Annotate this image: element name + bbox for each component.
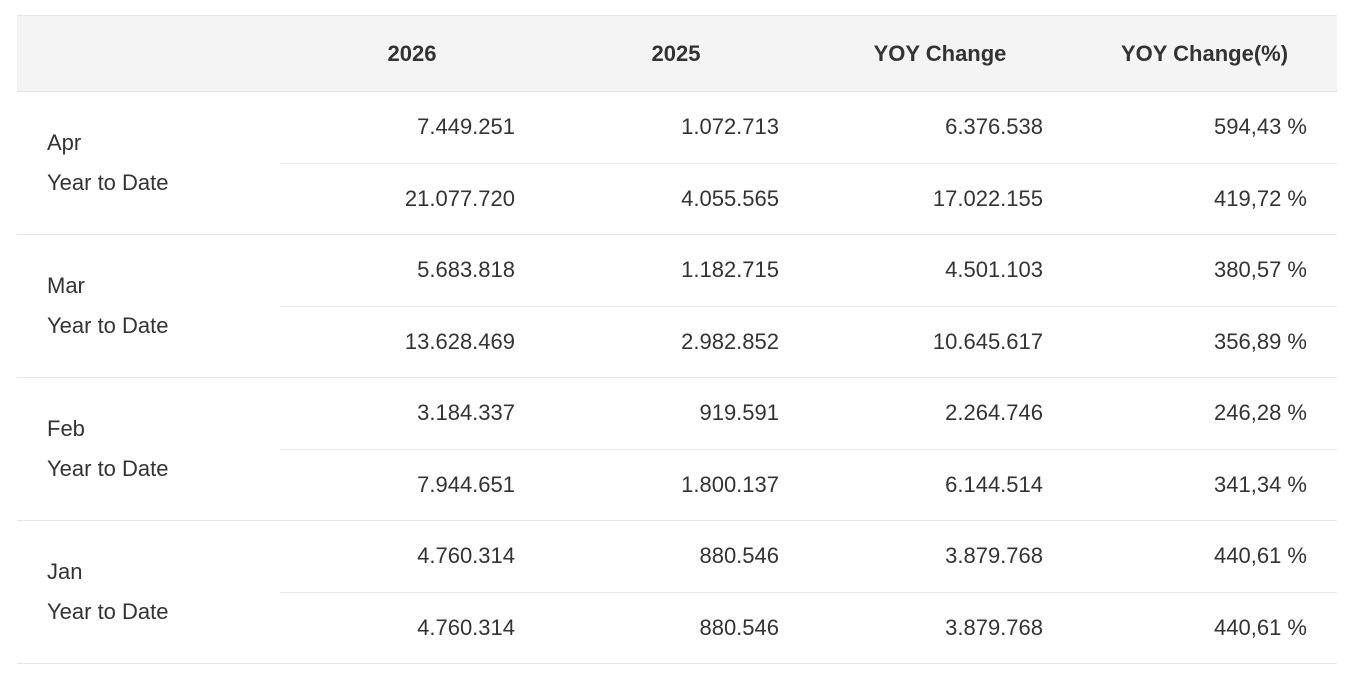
value-yoy-change: 10.645.617	[932, 328, 1043, 354]
value-yoy-change-percent: 440,61 %	[1214, 543, 1307, 569]
value-2026: 13.628.469	[404, 328, 515, 354]
value-2025: 1.182.715	[681, 257, 779, 283]
value-2025: 880.546	[699, 543, 779, 569]
value-2025: 2.982.852	[681, 328, 779, 354]
value-yoy-change: 4.501.103	[945, 257, 1043, 283]
value-yoy-change-percent: 356,89 %	[1214, 328, 1307, 354]
group-rows: 3.184.337 919.591 2.264.746 246,28 % 7.9…	[280, 378, 1337, 520]
value-2025: 880.546	[699, 614, 779, 640]
table-group-jan: Jan Year to Date 4.760.314 880.546 3.879…	[17, 521, 1337, 664]
table-row: 3.184.337 919.591 2.264.746 246,28 %	[280, 378, 1337, 450]
value-2026: 5.683.818	[417, 257, 515, 283]
value-2026: 4.760.314	[417, 543, 515, 569]
value-yoy-change: 6.376.538	[945, 114, 1043, 140]
value-2025: 4.055.565	[681, 185, 779, 211]
value-yoy-change: 3.879.768	[945, 614, 1043, 640]
value-yoy-change-percent: 594,43 %	[1214, 114, 1307, 140]
value-2025: 1.072.713	[681, 114, 779, 140]
value-yoy-change: 3.879.768	[945, 543, 1043, 569]
value-2026: 3.184.337	[417, 400, 515, 426]
value-2025: 919.591	[699, 400, 779, 426]
month-label: Mar	[47, 273, 85, 298]
table-group-feb: Feb Year to Date 3.184.337 919.591 2.264…	[17, 378, 1337, 521]
value-2026: 4.760.314	[417, 614, 515, 640]
header-yoy-change: YOY Change	[873, 40, 1007, 66]
year-to-date-label: Year to Date	[47, 170, 169, 195]
table-header-row: 2026 2025 YOY Change YOY Change(%)	[17, 15, 1337, 92]
year-to-date-label: Year to Date	[47, 456, 169, 481]
group-rows: 7.449.251 1.072.713 6.376.538 594,43 % 2…	[280, 92, 1337, 234]
table-row: 7.449.251 1.072.713 6.376.538 594,43 %	[280, 92, 1337, 164]
value-2025: 1.800.137	[681, 471, 779, 497]
month-label: Jan	[47, 559, 83, 584]
year-to-date-label: Year to Date	[47, 599, 169, 624]
value-yoy-change-percent: 246,28 %	[1214, 400, 1307, 426]
value-yoy-change: 17.022.155	[932, 185, 1043, 211]
year-to-date-label: Year to Date	[47, 313, 169, 338]
table-row: 5.683.818 1.182.715 4.501.103 380,57 %	[280, 235, 1337, 307]
table-row: 21.077.720 4.055.565 17.022.155 419,72 %	[280, 164, 1337, 235]
group-rows: 4.760.314 880.546 3.879.768 440,61 % 4.7…	[280, 521, 1337, 663]
table-group-apr: Apr Year to Date 7.449.251 1.072.713 6.3…	[17, 92, 1337, 235]
table-row: 7.944.651 1.800.137 6.144.514 341,34 %	[280, 450, 1337, 521]
value-yoy-change: 2.264.746	[945, 400, 1043, 426]
group-rows: 5.683.818 1.182.715 4.501.103 380,57 % 1…	[280, 235, 1337, 377]
group-label: Mar Year to Date	[17, 235, 280, 377]
value-2026: 7.449.251	[417, 114, 515, 140]
table-group-mar: Mar Year to Date 5.683.818 1.182.715 4.5…	[17, 235, 1337, 378]
header-yoy-change-percent: YOY Change(%)	[1120, 40, 1289, 66]
value-yoy-change: 6.144.514	[945, 471, 1043, 497]
month-label: Feb	[47, 416, 85, 441]
value-2026: 7.944.651	[417, 471, 515, 497]
header-2025: 2025	[651, 40, 701, 66]
table-row: 4.760.314 880.546 3.879.768 440,61 %	[280, 593, 1337, 664]
value-yoy-change-percent: 419,72 %	[1214, 185, 1307, 211]
month-label: Apr	[47, 130, 82, 155]
header-2026: 2026	[387, 40, 437, 66]
value-yoy-change-percent: 440,61 %	[1214, 614, 1307, 640]
yoy-data-table: 2026 2025 YOY Change YOY Change(%) Apr Y…	[17, 15, 1337, 664]
group-label: Feb Year to Date	[17, 378, 280, 520]
group-label: Apr Year to Date	[17, 92, 280, 234]
value-yoy-change-percent: 380,57 %	[1214, 257, 1307, 283]
value-2026: 21.077.720	[404, 185, 515, 211]
table-row: 13.628.469 2.982.852 10.645.617 356,89 %	[280, 307, 1337, 378]
group-label: Jan Year to Date	[17, 521, 280, 663]
value-yoy-change-percent: 341,34 %	[1214, 471, 1307, 497]
table-row: 4.760.314 880.546 3.879.768 440,61 %	[280, 521, 1337, 593]
